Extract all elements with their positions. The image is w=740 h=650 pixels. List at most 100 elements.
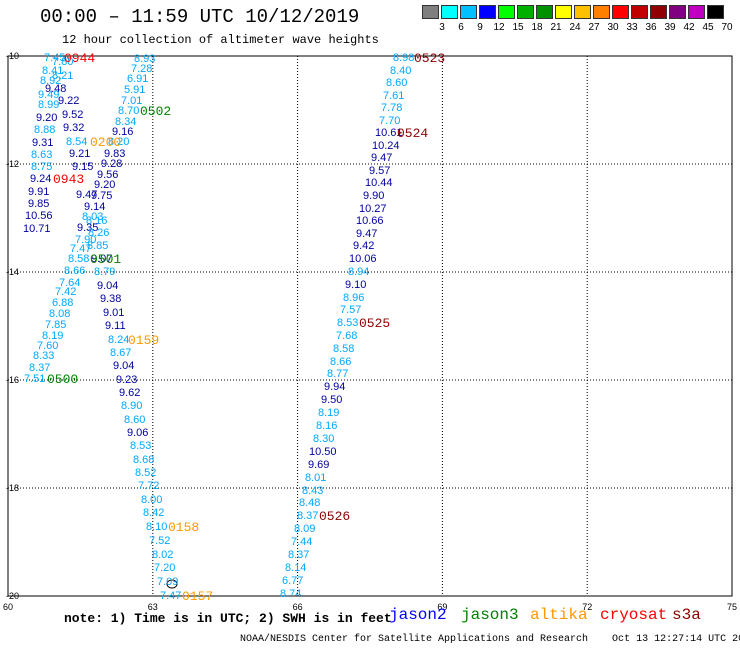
chart-title: 00:00 – 11:59 UTC 10/12/2019 [40, 6, 360, 28]
wave-height-value: 9.49 [38, 89, 59, 101]
wave-height-value: 8.93 [134, 53, 155, 65]
wave-height-value: 8.30 [313, 433, 334, 445]
wave-height-value: 9.75 [91, 190, 112, 202]
colorbar-label: 27 [588, 22, 600, 33]
wave-height-value: 8.58 [333, 343, 354, 355]
wave-height-value: 10.61 [375, 127, 403, 139]
footer-note: note: 1) Time is in UTC; 2) SWH is in fe… [64, 611, 392, 626]
wave-height-value: 5.91 [124, 84, 145, 96]
wave-height-value: 8.70 [118, 105, 139, 117]
wave-height-value: 8.01 [305, 472, 326, 484]
wave-height-value: 8.21 [52, 70, 73, 82]
wave-height-value: 8.66 [64, 265, 85, 277]
x-tick-label: 60 [3, 602, 13, 612]
wave-height-value: 7.70 [379, 115, 400, 127]
colorbar-swatch [555, 5, 572, 19]
wave-height-value: 8.20 [108, 136, 129, 148]
wave-height-value: 8.52 [135, 467, 156, 479]
colorbar-label: 33 [626, 22, 638, 33]
colorbar-swatch [707, 5, 724, 19]
wave-height-value: 9.47 [356, 228, 377, 240]
y-tick-label: -20 [6, 591, 19, 601]
wave-height-value: 8.41 [42, 65, 63, 77]
wave-height-value: 10.50 [309, 446, 337, 458]
wave-height-value: 7.80 [52, 56, 73, 68]
satellite-legend-altika: altika [530, 606, 588, 624]
wave-height-value: 9.52 [62, 109, 83, 121]
colorbar-swatch [650, 5, 667, 19]
wave-height-value: 9.42 [353, 240, 374, 252]
wave-height-value: 9.85 [28, 198, 49, 210]
wave-height-value: 7.61 [383, 90, 404, 102]
wave-height-value: 8.10 [146, 521, 167, 533]
wave-height-value: 8.19 [42, 330, 63, 342]
wave-height-value: 9.90 [363, 190, 384, 202]
pass-time-label: 0523 [414, 51, 445, 66]
wave-height-value: 8.60 [124, 414, 145, 426]
colorbar-swatch [536, 5, 553, 19]
x-tick-label: 72 [582, 602, 592, 612]
wave-height-value: 9.35 [77, 222, 98, 234]
chart-subtitle: 12 hour collection of altimeter wave hei… [62, 33, 379, 47]
wave-height-value: 8.09 [294, 523, 315, 535]
wave-height-value: 8.26 [88, 227, 109, 239]
colorbar-label: 12 [493, 22, 505, 33]
pass-time-label: 0944 [64, 51, 95, 66]
satellite-legend-jason2: jason2 [389, 606, 447, 624]
wave-height-value: 8.94 [348, 266, 369, 278]
colorbar-label: 24 [569, 22, 581, 33]
wave-height-value: 8.37 [288, 549, 309, 561]
wave-height-value: 9.83 [104, 148, 125, 160]
wave-height-value: 6.77 [282, 575, 303, 587]
wave-height-value: 9.57 [369, 165, 390, 177]
wave-height-value: 9.16 [112, 126, 133, 138]
colorbar-label: 36 [645, 22, 657, 33]
wave-height-value: 9.32 [63, 122, 84, 134]
colorbar-label: 9 [477, 22, 483, 33]
pass-time-label: 0200 [90, 135, 121, 150]
wave-height-value: 7.47 [70, 243, 91, 255]
wave-height-value: 8.88 [34, 124, 55, 136]
wave-height-value: 9.15 [72, 161, 93, 173]
wave-height-value: 8.03 [82, 211, 103, 223]
wave-height-value: 10.44 [365, 177, 393, 189]
colorbar-label: 6 [458, 22, 464, 33]
colorbar-swatch [498, 5, 515, 19]
wave-height-value: 10.71 [23, 223, 51, 235]
colorbar-label: 18 [531, 22, 543, 33]
wave-height-value: 9.69 [308, 459, 329, 471]
colorbar-swatch [593, 5, 610, 19]
wave-height-value: 7.42 [55, 286, 76, 298]
wave-height-value: 8.58 [68, 253, 89, 265]
x-tick-label: 63 [148, 602, 158, 612]
pass-time-label: 0502 [140, 104, 171, 119]
wave-height-value: 7.78 [381, 102, 402, 114]
wave-height-value: 9.31 [32, 137, 53, 149]
wave-height-value: 8.74 [280, 588, 301, 600]
pass-time-label: 0525 [359, 316, 390, 331]
colorbar-label: 15 [512, 22, 524, 33]
wave-height-value: 9.47 [76, 189, 97, 201]
wave-height-value: 9.28 [101, 158, 122, 170]
colorbar-swatch [460, 5, 477, 19]
colorbar-label: 39 [664, 22, 676, 33]
wave-height-value: 8.96 [343, 292, 364, 304]
colorbar-label: 30 [607, 22, 619, 33]
wave-height-value: 7.57 [340, 304, 361, 316]
wave-height-value: 8.77 [327, 368, 348, 380]
colorbar-swatch [669, 5, 686, 19]
wave-height-value: 9.48 [45, 83, 66, 95]
wave-height-value: 8.14 [285, 562, 306, 574]
pass-time-label: 0159 [128, 333, 159, 348]
wave-height-value: 8.67 [110, 347, 131, 359]
wave-height-value: 8.54 [66, 136, 87, 148]
colorbar-swatch [422, 5, 439, 19]
pass-time-label: 0157 [182, 589, 213, 604]
wave-height-value: 9.94 [324, 381, 345, 393]
wave-height-value: 8.79 [94, 266, 115, 278]
x-tick-label: 69 [437, 602, 447, 612]
wave-height-value: 7.20 [154, 562, 175, 574]
wave-height-value: 7.09 [157, 576, 178, 588]
wave-height-value: 8.37 [297, 510, 318, 522]
colorbar-label: 3 [439, 22, 445, 33]
